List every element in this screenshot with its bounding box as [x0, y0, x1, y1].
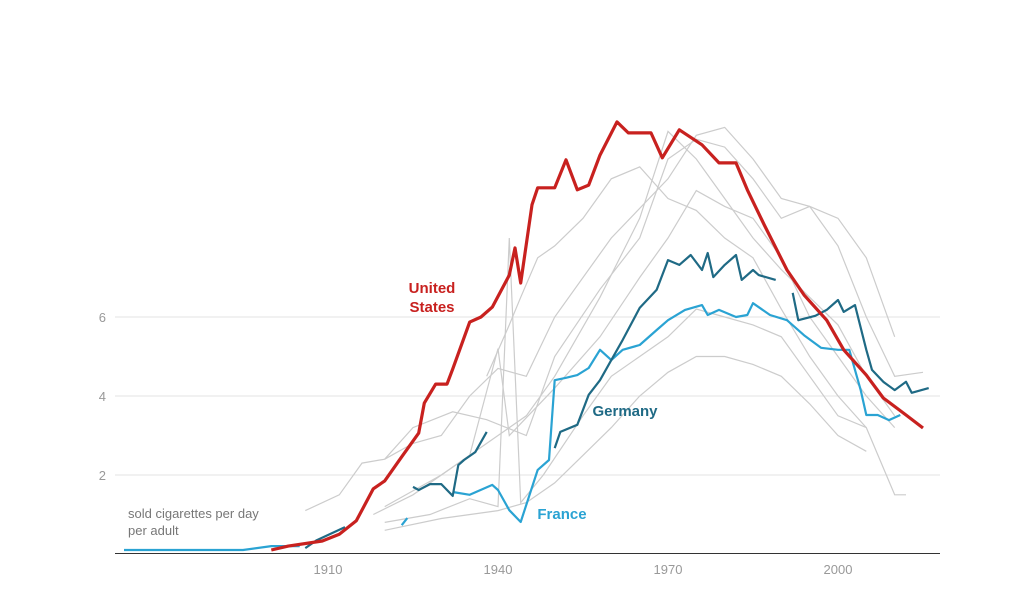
other-country-line-1 [373, 130, 896, 516]
x-tick-label: 1910 [314, 562, 343, 577]
x-tick-label: 1970 [654, 562, 683, 577]
x-tick-label: 2000 [824, 562, 853, 577]
other-country-line-0 [305, 138, 896, 512]
label-france: France [537, 506, 586, 523]
label-united-states-2: States [409, 299, 454, 316]
annotation-line-1: sold cigarettes per day [128, 506, 259, 521]
other-country-line-5 [384, 189, 896, 508]
france-line-segment-2 [452, 302, 901, 524]
other-country-line-4 [384, 355, 867, 531]
france-line-segment-1 [400, 517, 409, 526]
annotation-line-2: per adult [128, 523, 179, 538]
y-ticks: 2 4 6 [99, 310, 106, 483]
highlighted-lines [124, 120, 929, 552]
other-country-line-2 [384, 126, 924, 460]
y-tick-label: 6 [99, 310, 106, 325]
united-states-line-segment-0 [270, 120, 924, 552]
gridlines [115, 316, 940, 476]
y-tick-label: 2 [99, 468, 106, 483]
germany-line-segment-1 [412, 431, 488, 497]
y-tick-label: 4 [99, 389, 106, 404]
label-germany: Germany [592, 403, 658, 420]
x-tick-label: 1940 [484, 562, 513, 577]
x-ticks: 1910 1940 1970 2000 [314, 562, 853, 577]
germany-line-segment-0 [304, 526, 346, 550]
other-country-line-6 [486, 166, 867, 429]
germany-line-segment-2 [553, 251, 776, 449]
germany-line-segment-3 [791, 292, 929, 394]
other-country-line-3 [384, 237, 906, 523]
label-united-states-1: United [409, 280, 456, 297]
other-countries-lines [305, 126, 924, 531]
